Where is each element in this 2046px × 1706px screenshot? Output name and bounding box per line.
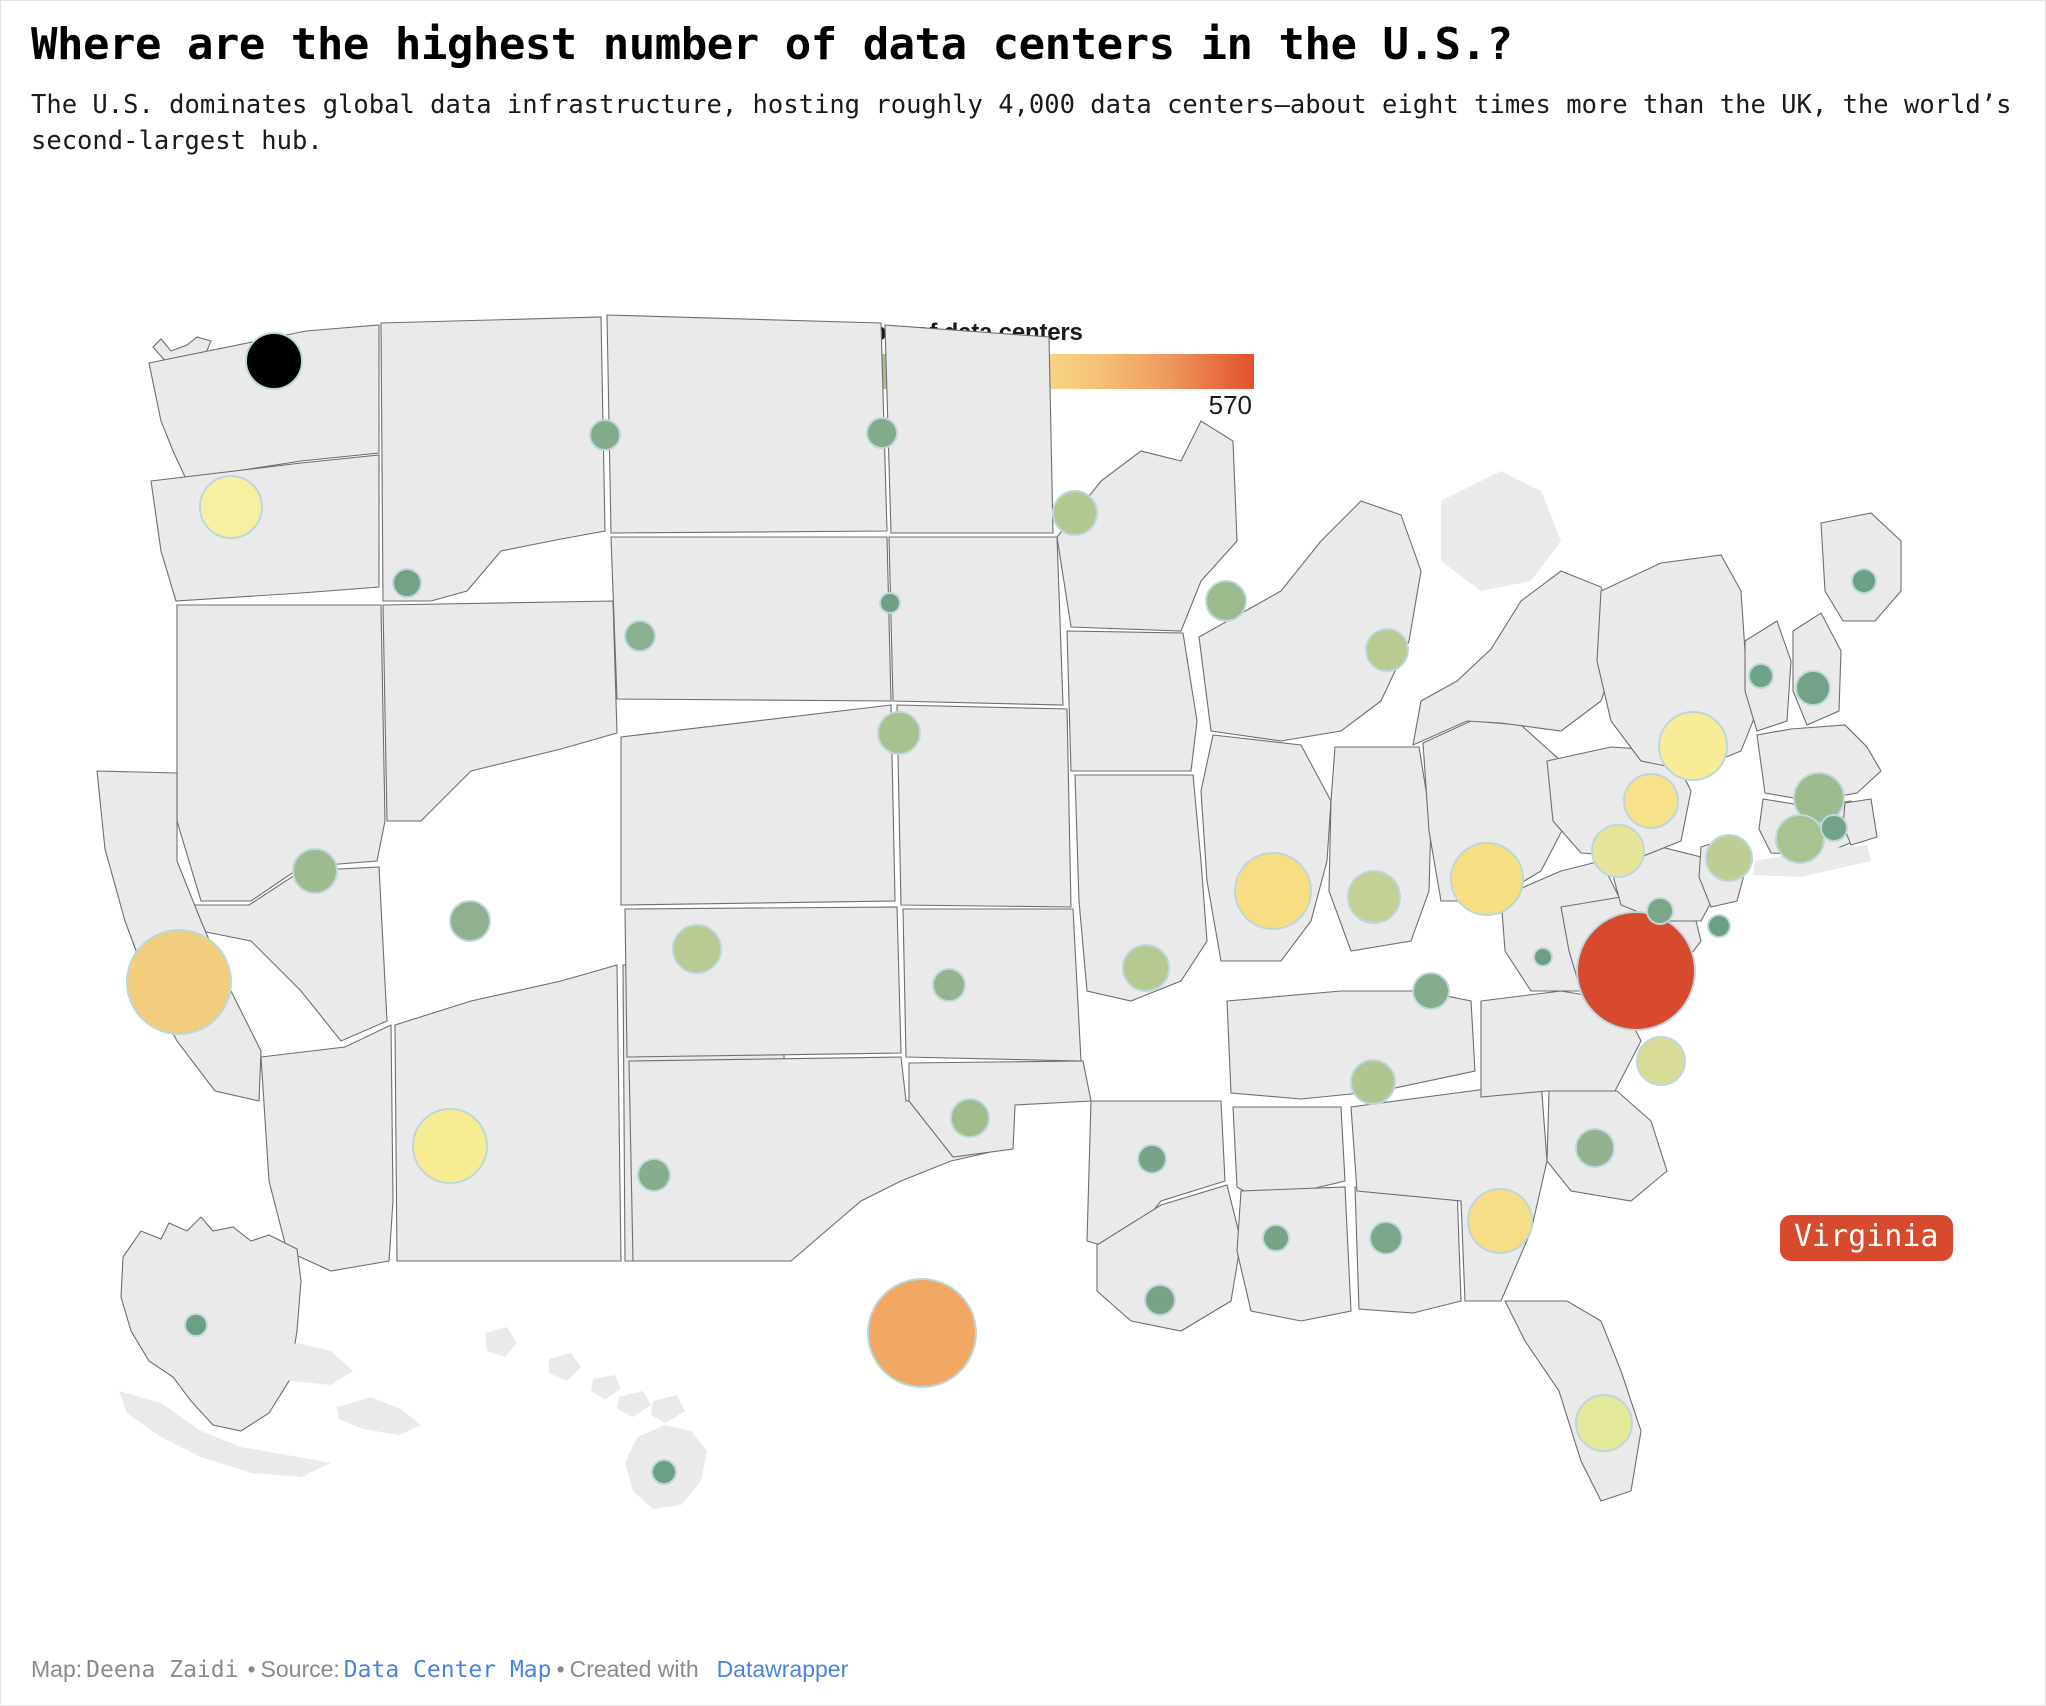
map-label-virginia: Virginia [1780,1215,1953,1261]
footer-created-label: Created with [569,1656,699,1682]
map-bubble[interactable] [879,592,901,614]
map-bubble[interactable] [1707,914,1731,938]
footer-datawrapper-link[interactable]: Datawrapper [716,1656,849,1682]
map-bubble[interactable] [1576,911,1696,1031]
map-bubble[interactable] [1705,834,1753,882]
state-shapes [96,314,1902,1509]
map-bubble[interactable] [1467,1188,1533,1254]
chart-footer: Map: Deena Zaidi • Source: Data Center Map • C… [31,1656,848,1683]
map-bubble[interactable] [1369,1221,1403,1255]
page-title: Where are the highest number of data cen… [31,19,1513,70]
map-bubble[interactable] [184,1313,208,1337]
map-bubble[interactable] [672,924,722,974]
map-bubble[interactable] [126,929,232,1035]
map-bubble[interactable] [1623,773,1679,829]
map-bubble[interactable] [1412,972,1450,1010]
map-bubble[interactable] [1234,852,1312,930]
map-bubble[interactable] [1658,711,1728,781]
map-bubble[interactable] [1450,842,1524,916]
map-bubble[interactable] [1795,670,1831,706]
footer-source-label: Source: [260,1656,340,1682]
map-bubble[interactable] [1052,490,1098,536]
map-bubble[interactable] [1775,814,1825,864]
map-bubble[interactable] [449,900,491,942]
map-bubble[interactable] [1262,1224,1290,1252]
map-bubble[interactable] [1350,1059,1396,1105]
map-bubble[interactable] [292,848,338,894]
map-bubble[interactable] [866,417,898,449]
map-bubble[interactable] [412,1108,488,1184]
map-bubble[interactable] [950,1098,990,1138]
map-bubble[interactable] [932,968,966,1002]
footer-separator-1: • [247,1656,256,1682]
footer-source-link[interactable]: Data Center Map [343,1657,552,1683]
data-bubbles [126,332,1877,1485]
map-bubble[interactable] [637,1158,671,1192]
map-bubble[interactable] [589,419,621,451]
map-bubble[interactable] [1347,870,1401,924]
legend-max-value: 570 [1208,390,1252,420]
map-bubble[interactable] [199,475,263,539]
map-bubble[interactable] [1646,897,1674,925]
map-bubble[interactable] [1575,1394,1633,1452]
map-bubble[interactable] [1748,663,1774,689]
map-bubble[interactable] [1851,568,1877,594]
map-svg [96,314,1902,1509]
footer-map-author: Deena Zaidi [86,1657,239,1683]
chart-subtitle: The U.S. dominates global data infrastru… [31,89,2012,157]
map-bubble[interactable] [1205,580,1247,622]
us-map: Virginia Texas [1,301,2045,1571]
map-bubble[interactable] [867,1278,977,1388]
map-bubble[interactable] [1365,628,1409,672]
footer-map-label: Map: [31,1656,83,1682]
map-bubble[interactable] [1575,1128,1615,1168]
map-bubble[interactable] [1636,1036,1686,1086]
map-bubble[interactable] [1122,944,1170,992]
map-bubble[interactable] [1533,947,1553,967]
chart-header: Where are the highest number of data cen… [31,19,2015,159]
map-bubble[interactable] [624,620,656,652]
map-bubble[interactable] [1144,1284,1176,1316]
map-bubble[interactable] [392,568,422,598]
map-bubble[interactable] [1591,824,1645,878]
map-bubble[interactable] [651,1459,677,1485]
map-bubble[interactable] [1137,1144,1167,1174]
map-bubble[interactable] [877,711,921,755]
map-bubble[interactable] [245,332,303,390]
footer-separator-2: • [556,1656,565,1682]
map-bubble[interactable] [1820,814,1848,842]
